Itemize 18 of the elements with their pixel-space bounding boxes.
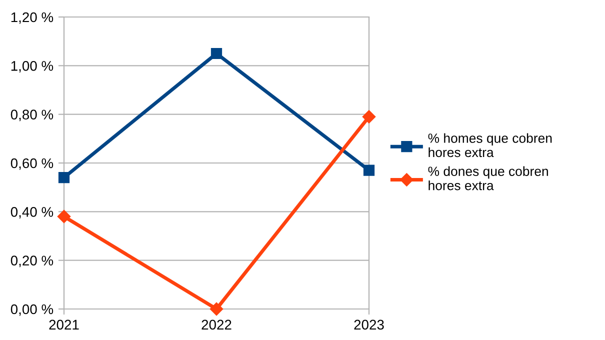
point bbox=[58, 172, 70, 184]
y-tick-label: 1,20 % bbox=[11, 12, 54, 24]
x-tick-label: 2021 bbox=[49, 320, 79, 330]
y-tick-label: 0,20 % bbox=[10, 256, 54, 268]
point bbox=[210, 302, 224, 316]
y-tick-label: 0,00 % bbox=[10, 304, 54, 316]
point bbox=[362, 110, 376, 124]
y-tick-label: 1,00 % bbox=[11, 61, 54, 72]
y-tick-label: 0,60 % bbox=[10, 158, 54, 170]
point bbox=[363, 164, 375, 176]
y-tick-label: 0,80 % bbox=[10, 110, 54, 122]
x-tick-label: 2022 bbox=[202, 320, 232, 330]
y-tick-label: 0,40 % bbox=[10, 207, 54, 218]
x-tick-label: 2023 bbox=[354, 320, 384, 330]
legend-label: % dones que cobren hores extra bbox=[428, 166, 548, 190]
legend-label: % homes que cobren hores extra bbox=[428, 133, 552, 158]
point bbox=[210, 48, 222, 60]
point bbox=[57, 210, 71, 224]
